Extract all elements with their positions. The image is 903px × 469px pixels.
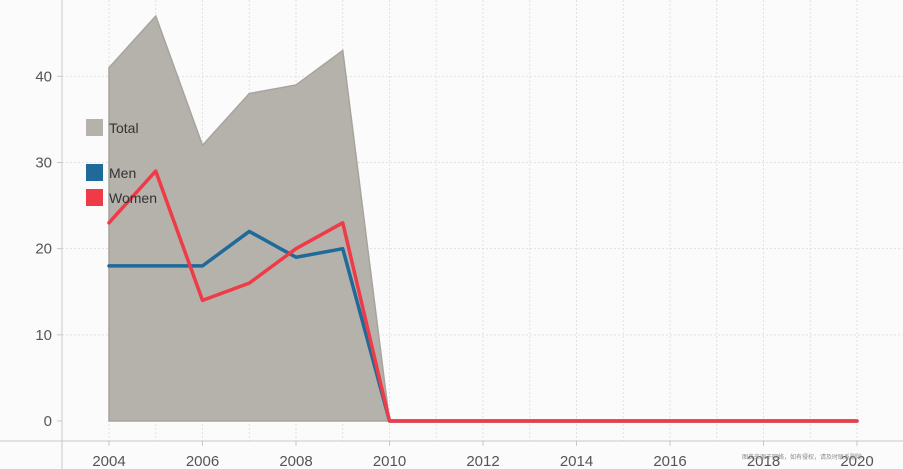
x-tick-label: 2020 (840, 453, 873, 469)
x-tick-label: 2012 (466, 453, 499, 469)
x-tick-label: 2014 (560, 453, 593, 469)
y-tick-label: 10 (35, 327, 52, 344)
y-tick-label: 30 (35, 154, 52, 171)
x-tick-label: 2008 (279, 453, 312, 469)
y-tick-label: 40 (35, 68, 52, 85)
legend-label-men: Men (109, 165, 136, 181)
x-tick-label: 2018 (747, 453, 780, 469)
x-tick-label: 2006 (186, 453, 219, 469)
x-tick-label: 2010 (373, 453, 406, 469)
legend-swatch-women (86, 189, 103, 206)
legend-label-total: Total (109, 120, 139, 136)
watermark: 图表来源于网络，如有侵权，请及时联系删除 (742, 453, 862, 461)
y-tick-label: 0 (44, 413, 52, 430)
series-line-women (107, 169, 859, 423)
legend-label-women: Women (109, 190, 157, 206)
legend-swatch-men (86, 164, 103, 181)
series-area-total (108, 14, 391, 422)
legend-swatch-total (86, 119, 103, 136)
legend: Total Men Women (86, 119, 157, 206)
plot-area (107, 14, 859, 423)
y-tick-label: 20 (35, 241, 52, 258)
x-tick-label: 2016 (653, 453, 686, 469)
x-tick-label: 2004 (92, 453, 125, 469)
